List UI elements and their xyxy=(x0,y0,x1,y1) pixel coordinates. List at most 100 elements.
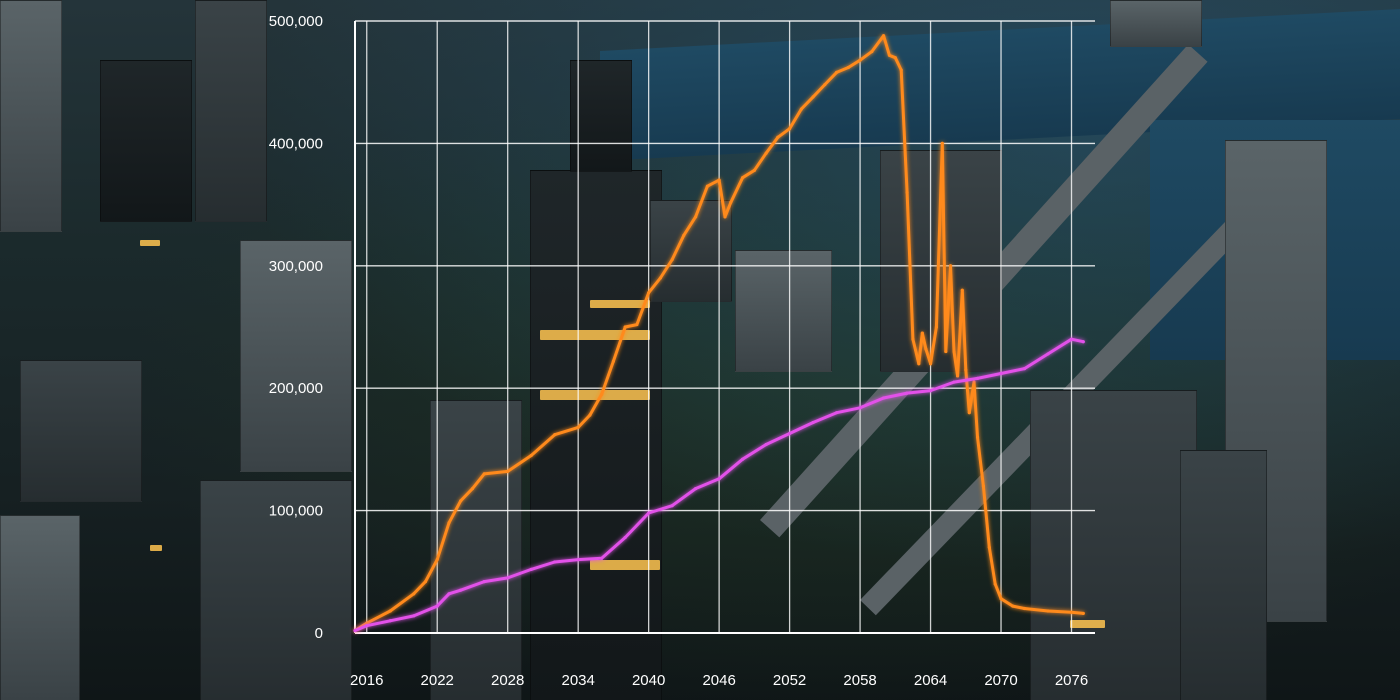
data-point xyxy=(948,264,953,268)
x-tick-label: 2040 xyxy=(632,672,665,689)
data-point xyxy=(435,604,439,608)
data-point xyxy=(553,560,557,564)
data-point xyxy=(388,619,392,623)
data-point xyxy=(635,322,639,327)
y-tick-label: 400,000 xyxy=(269,135,323,152)
y-tick-label: 500,000 xyxy=(269,13,323,30)
data-point xyxy=(506,576,510,580)
data-point xyxy=(952,380,956,384)
series-line-1 xyxy=(353,337,1085,633)
lit-window xyxy=(1070,620,1105,628)
lit-window xyxy=(150,545,162,551)
data-point xyxy=(940,141,944,145)
data-point xyxy=(506,469,510,474)
data-point xyxy=(1022,606,1027,611)
building xyxy=(0,0,62,232)
building xyxy=(240,240,352,472)
data-point xyxy=(846,65,850,70)
data-point xyxy=(934,325,939,329)
data-point xyxy=(647,511,651,515)
data-point xyxy=(717,477,721,481)
data-point xyxy=(975,376,980,381)
data-point xyxy=(388,609,392,613)
data-point xyxy=(975,435,980,439)
data-point xyxy=(764,151,768,155)
data-point xyxy=(717,178,721,182)
data-point xyxy=(611,359,616,363)
data-point xyxy=(788,431,792,436)
data-point xyxy=(482,579,486,584)
data-point xyxy=(447,521,451,525)
data-point xyxy=(658,276,662,280)
data-point xyxy=(999,597,1003,601)
chart-series xyxy=(353,34,1085,633)
data-point xyxy=(752,168,756,172)
building xyxy=(735,250,832,372)
data-point xyxy=(764,442,768,447)
data-point xyxy=(576,557,580,562)
data-point xyxy=(588,413,592,417)
data-point xyxy=(911,337,915,341)
data-point xyxy=(412,614,416,618)
x-tick-label: 2052 xyxy=(773,672,806,689)
building xyxy=(100,60,192,222)
data-point xyxy=(858,58,862,62)
data-point xyxy=(967,411,971,415)
x-tick-label: 2028 xyxy=(491,672,524,689)
data-point xyxy=(993,582,997,586)
data-point xyxy=(823,83,827,87)
y-tick-label: 0 xyxy=(315,625,323,642)
building xyxy=(650,200,732,302)
y-tick-label: 100,000 xyxy=(269,503,323,520)
data-point xyxy=(553,433,557,437)
building xyxy=(20,360,142,502)
data-point xyxy=(647,291,651,295)
data-point xyxy=(694,215,698,219)
data-point xyxy=(576,425,580,429)
data-point xyxy=(834,411,839,415)
data-point xyxy=(529,567,533,571)
data-point xyxy=(412,592,416,596)
series-line-0 xyxy=(353,34,1085,633)
data-point xyxy=(705,184,709,188)
x-tick-label: 2022 xyxy=(421,672,454,689)
data-point xyxy=(905,190,909,194)
data-point xyxy=(881,34,886,38)
data-point xyxy=(928,362,933,366)
data-point xyxy=(1081,611,1085,616)
data-point xyxy=(670,504,674,508)
data-point xyxy=(600,556,604,560)
data-point xyxy=(887,53,892,57)
data-point xyxy=(964,368,968,372)
data-point xyxy=(670,258,674,262)
x-tick-label: 2046 xyxy=(702,672,735,689)
data-point xyxy=(423,579,428,584)
y-axis-ticks: 0 100,000 200,000 300,000 400,000 500,000 xyxy=(269,13,323,642)
data-point xyxy=(459,588,463,592)
lit-window xyxy=(590,300,650,308)
x-tick-label: 2016 xyxy=(350,672,383,689)
data-point xyxy=(1081,340,1085,344)
data-point xyxy=(899,68,903,72)
x-tick-label: 2070 xyxy=(984,672,1017,689)
data-point xyxy=(435,557,439,562)
y-tick-label: 200,000 xyxy=(269,380,323,397)
data-point xyxy=(987,545,991,549)
data-point xyxy=(741,457,745,461)
data-point xyxy=(893,56,897,60)
data-point xyxy=(788,127,792,131)
x-axis-ticks: 2016 2022 2028 2034 2040 2046 2052 2058 2064 2070… xyxy=(350,672,1088,689)
data-point xyxy=(858,406,862,410)
building xyxy=(0,515,80,700)
data-point xyxy=(1022,367,1027,371)
data-point xyxy=(482,472,486,476)
data-point xyxy=(981,484,986,488)
data-point xyxy=(723,215,727,219)
data-point xyxy=(365,624,369,628)
data-point xyxy=(928,389,933,393)
data-point xyxy=(811,420,815,425)
building xyxy=(1110,0,1202,47)
data-point xyxy=(729,200,733,204)
